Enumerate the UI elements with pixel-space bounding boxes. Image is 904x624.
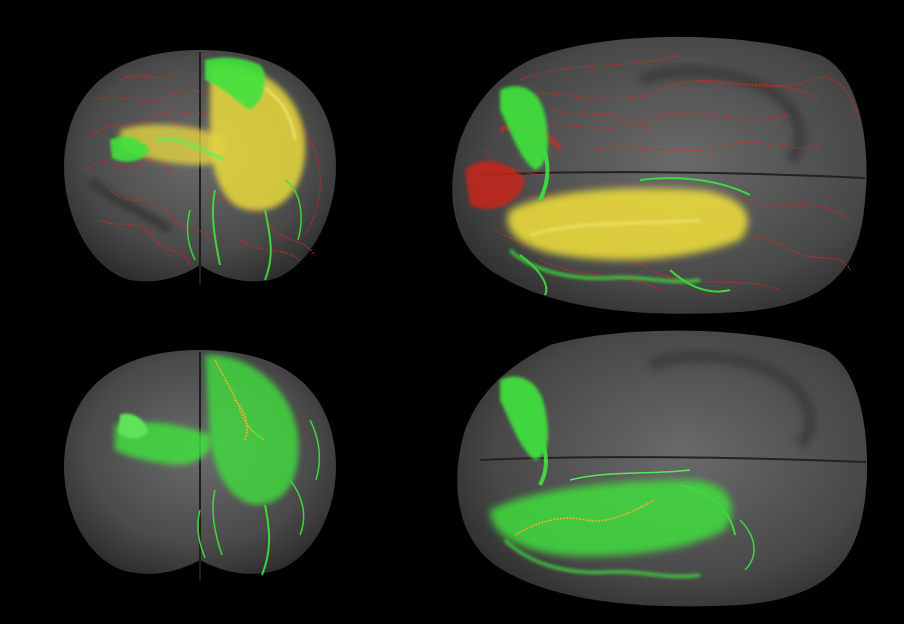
- orange-trace: [214, 359, 266, 441]
- horizontal-single-image: [457, 330, 868, 607]
- brain-silhouette: [457, 330, 868, 607]
- horizontal-combined-panel: [440, 20, 880, 320]
- green-traces: [500, 86, 751, 296]
- green-traces: [110, 57, 302, 281]
- yellow-traces: [120, 64, 306, 211]
- coronal-combined-image: [64, 50, 336, 285]
- horizontal-combined-image: [452, 36, 867, 314]
- green-traces: [490, 376, 755, 578]
- coronal-single-image: [64, 350, 336, 580]
- coronal-combined-panel: [50, 40, 350, 300]
- green-traces: [115, 354, 321, 576]
- yellow-traces: [507, 188, 748, 260]
- horizontal-single-panel: [440, 320, 880, 610]
- coronal-single-panel: [50, 340, 350, 590]
- orange-trace: [514, 499, 656, 536]
